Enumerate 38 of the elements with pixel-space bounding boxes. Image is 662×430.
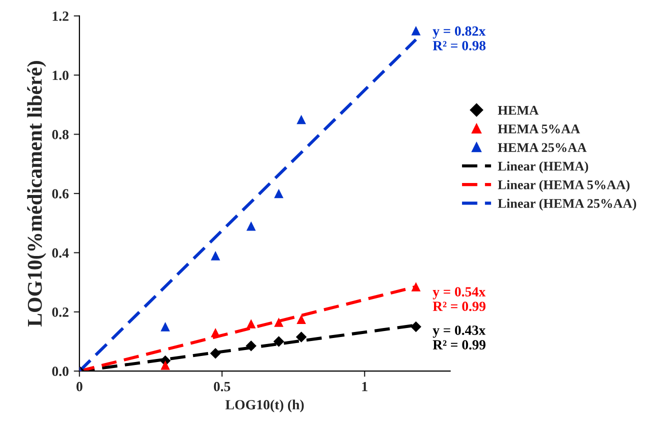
y-tick-label: 0.2 <box>52 307 68 317</box>
x-tick-label: 0 <box>76 382 82 392</box>
point <box>411 282 421 292</box>
annotation: y = 0.82x R² = 0.98 <box>432 26 486 50</box>
legend-label: Linear (HEMA) <box>498 161 588 174</box>
point <box>273 336 284 347</box>
point <box>160 360 170 370</box>
y-tick-label: 0.4 <box>52 248 69 258</box>
point <box>296 114 306 124</box>
annotation: y = 0.54x R² = 0.99 <box>432 287 486 312</box>
legend-label: HEMA 5%AA <box>498 124 580 134</box>
point <box>274 318 284 327</box>
y-tick-label: 1.0 <box>52 70 68 80</box>
point <box>210 251 220 260</box>
point <box>274 188 284 198</box>
legend-label: Linear (HEMA 5%AA) <box>498 180 630 192</box>
x-tick-label: 1 <box>362 382 368 392</box>
point <box>246 319 256 328</box>
y-tick-label: 0.8 <box>52 130 69 140</box>
point <box>411 26 421 36</box>
y-tick-label: 0.6 <box>52 189 69 199</box>
point <box>296 314 306 324</box>
point <box>246 340 256 352</box>
y-tick-label: 0.0 <box>52 366 68 376</box>
legend-label: HEMA <box>498 106 539 115</box>
annotation: y = 0.43x R² = 0.99 <box>432 326 486 350</box>
point <box>210 348 221 359</box>
y-axis-title: LOG10(%médicament libéré) <box>27 61 46 327</box>
x-axis-title: LOG10(t) (h) <box>226 400 304 412</box>
point <box>210 328 220 338</box>
x-tick-label: 0.5 <box>214 382 230 392</box>
point <box>246 221 256 231</box>
y-tick-label: 1.2 <box>52 12 68 21</box>
legend-label: Linear (HEMA 25%AA) <box>498 198 636 211</box>
legend-label: HEMA 25%AA <box>498 143 587 152</box>
point <box>410 321 422 332</box>
point <box>160 322 170 332</box>
point <box>296 332 307 342</box>
